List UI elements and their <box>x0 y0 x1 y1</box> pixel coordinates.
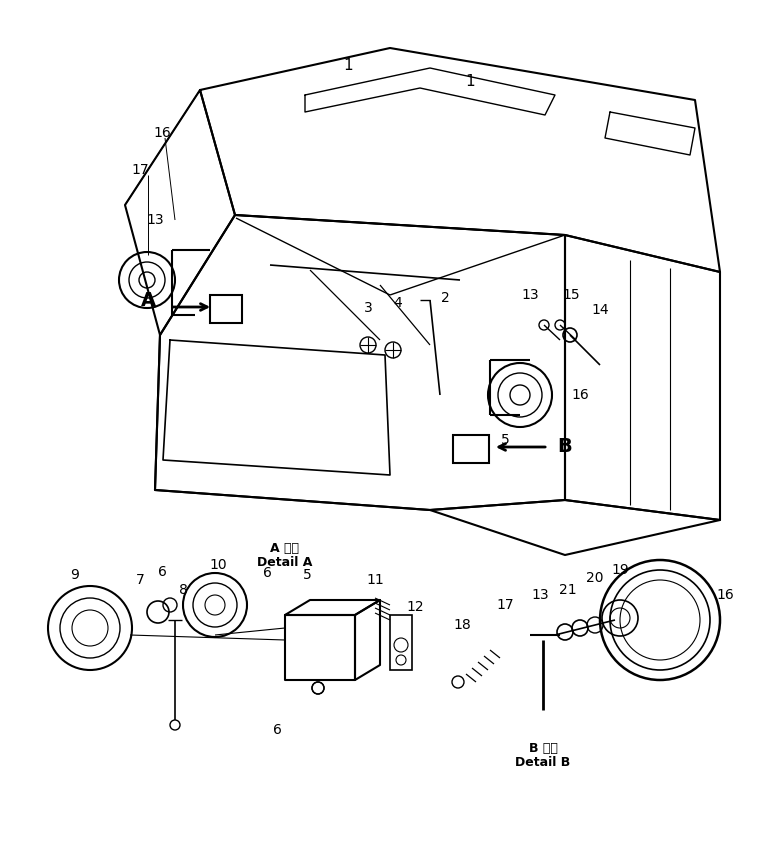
Text: 13: 13 <box>146 213 164 227</box>
Text: 13: 13 <box>521 288 539 302</box>
Text: 5: 5 <box>501 433 509 447</box>
Text: 7: 7 <box>136 573 144 587</box>
Text: 12: 12 <box>406 600 424 614</box>
Text: 2: 2 <box>440 291 450 305</box>
Text: B: B <box>558 437 572 456</box>
Text: 17: 17 <box>131 163 149 177</box>
Text: 14: 14 <box>591 303 609 317</box>
Bar <box>390 615 412 670</box>
Bar <box>453 435 489 463</box>
Text: 17: 17 <box>496 598 514 612</box>
Text: 5: 5 <box>303 568 312 582</box>
Text: 6: 6 <box>263 566 271 580</box>
Text: 21: 21 <box>559 583 577 597</box>
Text: 6: 6 <box>273 723 281 737</box>
Bar <box>210 295 242 323</box>
Text: 16: 16 <box>153 126 171 140</box>
Text: Detail A: Detail A <box>258 555 312 568</box>
Text: 11: 11 <box>366 573 384 587</box>
Text: Detail B: Detail B <box>515 755 571 769</box>
Text: 19: 19 <box>611 563 629 577</box>
Text: 13: 13 <box>531 588 549 602</box>
Text: B 詳細: B 詳細 <box>529 741 558 754</box>
Text: 6: 6 <box>158 565 166 579</box>
Text: 8: 8 <box>178 583 187 597</box>
Text: 16: 16 <box>572 388 589 402</box>
Text: 1: 1 <box>343 58 353 72</box>
Text: 16: 16 <box>716 588 734 602</box>
Text: 1: 1 <box>465 75 475 90</box>
Text: 3: 3 <box>363 301 373 315</box>
Text: A: A <box>140 290 155 309</box>
Text: 18: 18 <box>453 618 471 632</box>
Text: 10: 10 <box>210 558 227 572</box>
Text: 4: 4 <box>394 296 402 310</box>
Text: A 詳細: A 詳細 <box>271 542 299 554</box>
Text: 9: 9 <box>71 568 79 582</box>
Text: 15: 15 <box>562 288 580 302</box>
Text: 20: 20 <box>586 571 604 585</box>
